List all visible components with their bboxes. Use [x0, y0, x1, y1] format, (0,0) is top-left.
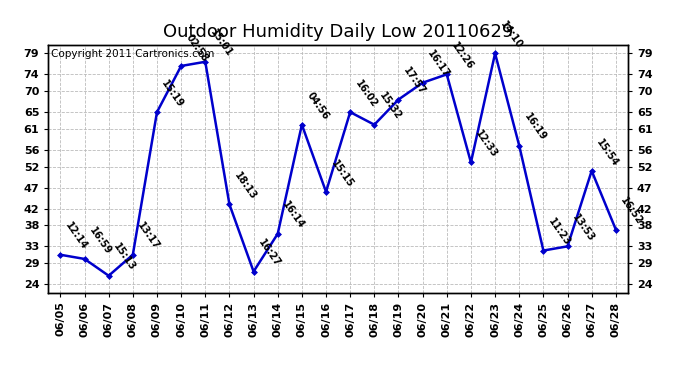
Text: 16:52: 16:52: [619, 196, 644, 227]
Text: 12:14: 12:14: [63, 221, 89, 252]
Text: 15:01: 15:01: [208, 28, 234, 59]
Text: 17:57: 17:57: [402, 66, 427, 97]
Text: 12:26: 12:26: [450, 40, 475, 72]
Text: 13:17: 13:17: [136, 221, 161, 252]
Text: 04:56: 04:56: [305, 91, 331, 122]
Text: 11:23: 11:23: [546, 217, 572, 248]
Text: Copyright 2011 Cartronics.com: Copyright 2011 Cartronics.com: [51, 49, 215, 59]
Text: 15:54: 15:54: [595, 137, 620, 168]
Text: 02:58: 02:58: [184, 32, 210, 63]
Text: 18:13: 18:13: [233, 170, 258, 202]
Text: 13:53: 13:53: [571, 213, 596, 244]
Text: 16:27: 16:27: [257, 238, 282, 269]
Text: 15:13: 15:13: [112, 242, 137, 273]
Text: 15:19: 15:19: [160, 78, 186, 110]
Text: 12:33: 12:33: [474, 129, 500, 160]
Text: 16:02: 16:02: [353, 78, 379, 110]
Text: 16:14: 16:14: [281, 200, 306, 231]
Text: 16:17: 16:17: [426, 49, 451, 80]
Title: Outdoor Humidity Daily Low 20110629: Outdoor Humidity Daily Low 20110629: [163, 22, 513, 40]
Text: 16:59: 16:59: [88, 225, 113, 256]
Text: 15:15: 15:15: [329, 158, 355, 189]
Text: 16:19: 16:19: [522, 112, 548, 143]
Text: 14:10: 14:10: [498, 20, 524, 51]
Text: 15:32: 15:32: [377, 91, 403, 122]
